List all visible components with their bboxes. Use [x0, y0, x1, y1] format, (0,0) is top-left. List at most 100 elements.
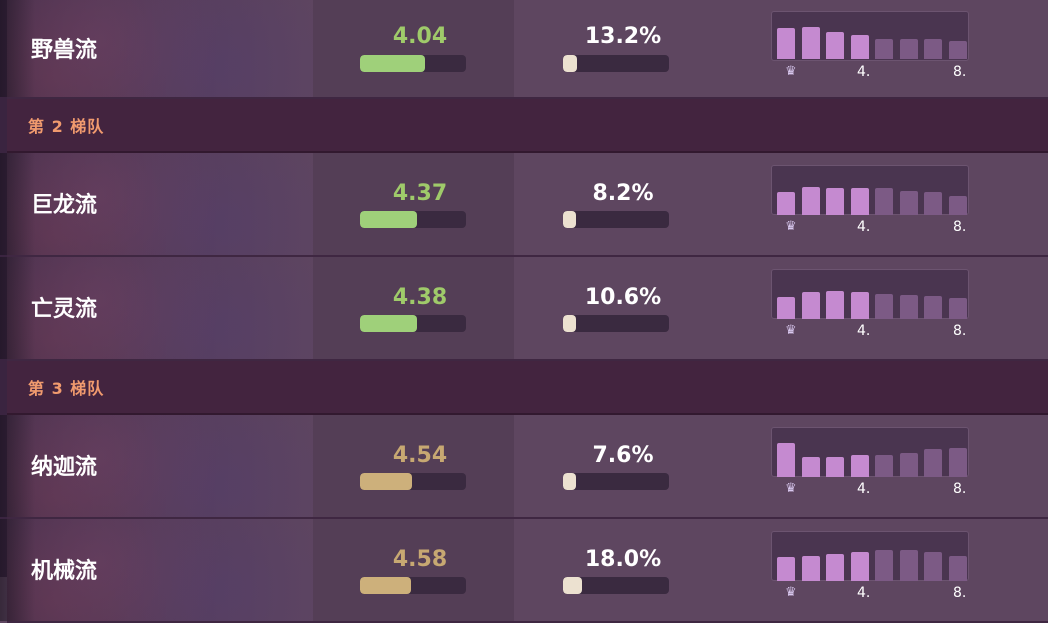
comp-name: 机械流: [31, 559, 98, 584]
comp-row[interactable]: 机械流 4.58 18.0% ♛ 4. 8.: [0, 519, 1048, 623]
avg-placement-bar: [360, 55, 466, 72]
placement-distribution-cell: ♛ 4. 8.: [763, 519, 1048, 621]
avg-placement-bar: [360, 315, 466, 332]
placement-1-bar: [777, 443, 795, 477]
placement-distribution-bars: [777, 11, 967, 59]
pick-rate-value: 10.6%: [584, 285, 662, 310]
pick-rate-bar: [563, 315, 669, 332]
placement-6-bar: [899, 550, 918, 581]
crown-icon: ♛: [785, 219, 797, 234]
placement-2-bar: [801, 291, 820, 319]
distribution-tick-4: 4.: [857, 323, 871, 339]
pick-rate-cell: 13.2%: [514, 0, 763, 97]
placement-1-bar: [777, 28, 795, 59]
avg-placement-bar-fill: [360, 55, 425, 72]
pick-rate-bar-fill: [563, 55, 577, 72]
avg-placement-value: 4.37: [392, 181, 448, 206]
avg-placement-value: 4.54: [392, 443, 448, 468]
comp-row[interactable]: 野兽流 4.04 13.2% ♛ 4. 8.: [0, 0, 1048, 99]
placement-2-bar: [801, 187, 820, 215]
placement-6-bar: [899, 38, 918, 59]
distribution-tick-4: 4.: [857, 219, 871, 235]
comp-row[interactable]: 纳迦流 4.54 7.6% ♛ 4. 8.: [0, 415, 1048, 519]
placement-distribution-cell: ♛ 4. 8.: [763, 257, 1048, 359]
distribution-tick-8: 8.: [953, 323, 967, 339]
placement-distribution-bars: [777, 429, 967, 477]
comp-name: 亡灵流: [31, 297, 98, 322]
comp-artwork: [0, 153, 313, 255]
placement-3-bar: [826, 553, 844, 581]
placement-7-bar: [924, 39, 942, 59]
avg-placement-bar: [360, 473, 466, 490]
distribution-tick-4: 4.: [857, 585, 871, 601]
avg-placement-cell: 4.04: [313, 0, 514, 97]
placement-3-bar: [826, 456, 844, 477]
avg-placement-cell: 4.58: [313, 519, 514, 621]
placement-1-bar: [777, 557, 795, 581]
distribution-tick-8: 8.: [953, 585, 967, 601]
placement-2-bar: [801, 555, 820, 581]
placement-8-bar: [948, 41, 967, 59]
avg-placement-bar: [360, 211, 466, 228]
placement-4-bar: [850, 291, 869, 319]
placement-3-bar: [826, 31, 844, 59]
pick-rate-bar: [563, 211, 669, 228]
comp-artwork: [0, 415, 313, 517]
pick-rate-bar-fill: [563, 577, 583, 594]
placement-1-bar: [777, 296, 795, 319]
tier-label: 第 3 梯队: [28, 379, 105, 398]
placement-1-bar: [777, 191, 795, 215]
placement-5-bar: [875, 454, 893, 477]
placement-8-bar: [948, 297, 967, 319]
avg-placement-value: 4.04: [392, 24, 448, 49]
tier-header: 第 2 梯队: [7, 99, 1048, 153]
distribution-tick-8: 8.: [953, 64, 967, 80]
placement-2-bar: [801, 26, 820, 59]
avg-placement-cell: 4.37: [313, 153, 514, 255]
distribution-tick-8: 8.: [953, 481, 967, 497]
avg-placement-value: 4.38: [392, 285, 448, 310]
placement-8-bar: [948, 555, 967, 581]
placement-6-bar: [899, 453, 918, 477]
avg-placement-bar-fill: [360, 473, 412, 490]
pick-rate-value: 8.2%: [592, 181, 654, 206]
pick-rate-bar-fill: [563, 473, 576, 490]
placement-4-bar: [850, 454, 869, 477]
pick-rate-bar: [563, 577, 669, 594]
pick-rate-bar: [563, 55, 669, 72]
comp-name: 纳迦流: [31, 455, 98, 480]
comp-artwork: [0, 257, 313, 359]
avg-placement-value: 4.58: [392, 547, 448, 572]
placement-8-bar: [948, 448, 967, 477]
avg-placement-cell: 4.54: [313, 415, 514, 517]
crown-icon: ♛: [785, 64, 797, 79]
comp-name: 野兽流: [31, 38, 98, 63]
comp-row[interactable]: 亡灵流 4.38 10.6% ♛ 4. 8.: [0, 257, 1048, 361]
placement-3-bar: [826, 291, 844, 319]
comp-name: 巨龙流: [31, 193, 98, 218]
placement-8-bar: [948, 196, 967, 215]
distribution-tick-8: 8.: [953, 219, 967, 235]
pick-rate-bar-fill: [563, 211, 576, 228]
placement-6-bar: [899, 295, 918, 319]
placement-7-bar: [924, 295, 942, 319]
placement-4-bar: [850, 187, 869, 215]
avg-placement-bar-fill: [360, 577, 411, 594]
pick-rate-value: 13.2%: [584, 24, 662, 49]
pick-rate-value: 7.6%: [592, 443, 654, 468]
comp-artwork: [0, 0, 313, 97]
placement-5-bar: [875, 293, 893, 319]
placement-6-bar: [899, 191, 918, 215]
avg-placement-bar-fill: [360, 315, 418, 332]
distribution-tick-4: 4.: [857, 64, 871, 80]
placement-7-bar: [924, 449, 942, 477]
placement-distribution-bars: [777, 533, 967, 581]
avg-placement-cell: 4.38: [313, 257, 514, 359]
avg-placement-bar-fill: [360, 211, 418, 228]
placement-5-bar: [875, 38, 893, 59]
placement-5-bar: [875, 188, 893, 215]
placement-5-bar: [875, 550, 893, 581]
comp-row[interactable]: 巨龙流 4.37 8.2% ♛ 4. 8.: [0, 153, 1048, 257]
tier-label: 第 2 梯队: [28, 117, 105, 136]
